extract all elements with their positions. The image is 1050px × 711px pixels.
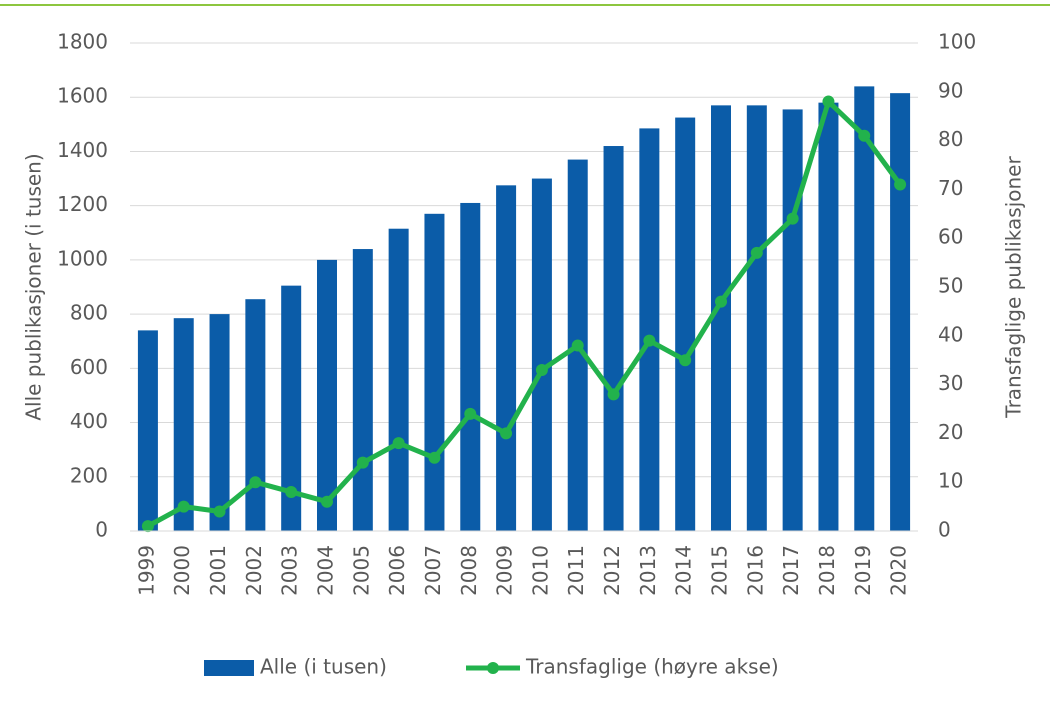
bar <box>639 128 660 531</box>
y-tick-label: 1000 <box>57 246 108 270</box>
bar <box>173 318 194 531</box>
x-tick-label: 2012 <box>600 545 624 596</box>
line-marker <box>786 212 799 225</box>
bar <box>209 314 230 531</box>
y-tick-label: 600 <box>70 355 108 379</box>
y2-tick-label: 30 <box>938 371 963 395</box>
x-tick-label: 2018 <box>815 545 839 596</box>
line-marker <box>213 505 226 518</box>
y2-tick-label: 70 <box>938 176 963 200</box>
x-tick-label: 2000 <box>170 545 194 596</box>
bar <box>782 109 803 531</box>
line-marker <box>141 520 154 533</box>
y2-tick-label: 100 <box>938 30 976 54</box>
y-tick-label: 200 <box>70 463 108 487</box>
y2-tick-label: 10 <box>938 469 963 493</box>
x-tick-label: 2015 <box>708 545 732 596</box>
line <box>146 99 903 529</box>
bar <box>746 105 767 531</box>
line-marker <box>428 451 441 464</box>
x-tick-label: 2014 <box>672 545 696 596</box>
y-tick-label: 800 <box>70 301 108 325</box>
line-marker <box>858 129 871 142</box>
bar <box>531 178 552 532</box>
line-marker <box>500 427 513 440</box>
bar <box>245 299 266 531</box>
bar <box>854 86 875 531</box>
x-tick-label: 2020 <box>887 545 911 596</box>
y-tick-label: 0 <box>95 518 108 542</box>
line-marker <box>535 363 548 376</box>
x-tick-label: 2002 <box>242 545 266 596</box>
bar <box>317 259 337 531</box>
bar <box>496 185 517 532</box>
line-marker <box>392 437 405 450</box>
x-tick-label: 2005 <box>349 545 373 596</box>
y2-tick-label: 80 <box>938 127 963 151</box>
bar <box>460 202 481 531</box>
y-tick-label: 1200 <box>57 192 108 216</box>
x-tick-label: 2004 <box>314 545 338 596</box>
x-tick-label: 2016 <box>743 545 767 596</box>
bar <box>281 285 302 531</box>
y2-tick-label: 90 <box>938 78 963 102</box>
x-tick-label: 2009 <box>493 545 517 596</box>
line-marker <box>750 246 763 259</box>
legend-swatch <box>204 660 254 676</box>
line-marker <box>894 178 907 191</box>
x-tick-label: 2006 <box>385 545 409 596</box>
y2-tick-label: 50 <box>938 274 963 298</box>
y2-tick-label: 40 <box>938 322 963 346</box>
y-axis-label: Alle publikasjoner (i tusen) <box>22 153 46 420</box>
x-tick-label: 2011 <box>564 545 588 596</box>
line-marker <box>321 495 333 508</box>
x-tick-label: 2007 <box>421 545 445 596</box>
x-tick-label: 2010 <box>528 545 552 596</box>
x-tick-label: 2013 <box>636 545 660 596</box>
line-marker <box>679 354 692 367</box>
line-marker <box>285 485 298 498</box>
bar <box>603 146 624 531</box>
y2-axis-label: Transfaglige publikasjoner <box>1002 156 1026 419</box>
y-tick-label: 400 <box>70 409 108 433</box>
line-marker <box>356 456 369 469</box>
bar <box>352 249 373 532</box>
line-marker <box>643 334 656 347</box>
legend-swatch <box>487 662 499 674</box>
line-marker <box>249 476 262 489</box>
bar <box>711 105 731 531</box>
x-tick-label: 2019 <box>851 545 875 596</box>
x-tick-label: 2001 <box>206 545 230 596</box>
y2-tick-label: 60 <box>938 225 963 249</box>
x-tick-label: 2008 <box>457 545 481 596</box>
legend-label: Alle (i tusen) <box>260 655 387 679</box>
line-marker <box>822 95 835 108</box>
bar <box>675 117 696 532</box>
bar <box>818 102 839 532</box>
line-marker <box>464 407 477 420</box>
y-tick-label: 1800 <box>57 30 108 54</box>
y-tick-label: 1600 <box>57 84 108 108</box>
bar <box>890 93 911 532</box>
legend-label: Transfaglige (høyre akse) <box>525 655 779 679</box>
line-marker <box>177 500 190 513</box>
x-tick-label: 1999 <box>134 545 158 596</box>
y-tick-label: 1400 <box>57 138 108 162</box>
x-tick-label: 2017 <box>779 545 803 596</box>
line-marker <box>607 388 620 401</box>
line-marker <box>571 339 584 352</box>
bar <box>388 228 409 531</box>
y2-tick-label: 20 <box>938 420 963 444</box>
bar <box>424 213 445 532</box>
y2-tick-label: 0 <box>938 518 951 542</box>
bar <box>137 330 158 531</box>
line-marker <box>715 295 727 308</box>
x-tick-label: 2003 <box>278 545 302 596</box>
